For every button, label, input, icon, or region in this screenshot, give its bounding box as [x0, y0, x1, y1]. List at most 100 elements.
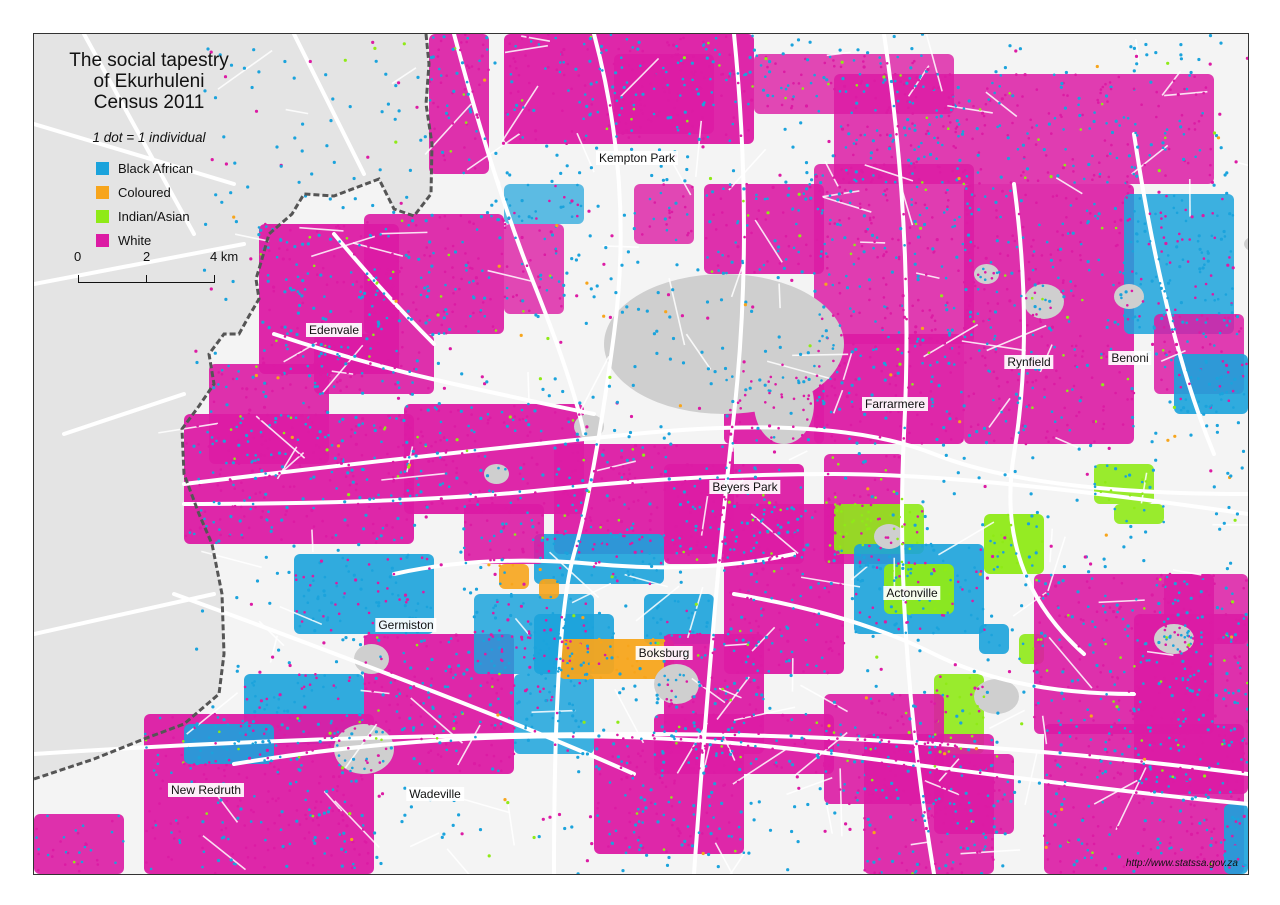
population-dot: [1208, 631, 1211, 635]
population-dot: [428, 254, 432, 258]
population-dot: [487, 68, 490, 72]
population-dot: [920, 442, 924, 445]
population-dot: [975, 722, 979, 726]
population-dot: [981, 132, 984, 136]
population-dot: [356, 674, 360, 677]
population-dot: [949, 371, 952, 374]
population-dot: [1081, 113, 1084, 117]
population-dot: [1226, 825, 1229, 828]
population-dot: [1160, 791, 1164, 794]
population-dot: [1014, 552, 1018, 555]
population-dot: [528, 632, 531, 635]
population-dot: [489, 416, 492, 420]
population-dot: [513, 60, 517, 63]
population-dot: [533, 729, 537, 733]
population-dot: [1064, 148, 1067, 151]
population-dot: [254, 454, 257, 457]
population-dot: [452, 719, 456, 723]
population-dot: [717, 250, 720, 254]
population-dot: [288, 789, 291, 792]
population-dot: [918, 76, 922, 79]
population-dot: [219, 468, 223, 471]
dot-density-map[interactable]: [34, 34, 1248, 874]
population-dot: [318, 740, 322, 744]
population-dot: [883, 73, 886, 76]
population-dot: [973, 284, 977, 288]
population-dot: [861, 543, 865, 547]
population-dot: [1056, 230, 1059, 233]
population-dot: [842, 789, 845, 792]
population-dot: [619, 766, 623, 769]
population-dot: [323, 736, 327, 739]
population-dot: [1148, 212, 1152, 215]
population-dot: [889, 726, 892, 729]
population-dot: [316, 273, 319, 276]
population-dot: [1071, 388, 1074, 391]
population-dot: [1163, 628, 1167, 632]
population-dot: [305, 514, 309, 518]
population-dot: [1015, 73, 1018, 76]
population-dot: [325, 283, 329, 286]
population-dot: [939, 746, 943, 750]
population-dot: [1198, 688, 1201, 692]
population-dot: [917, 145, 921, 149]
population-dot: [1137, 688, 1140, 691]
population-dot: [490, 743, 493, 747]
population-dot: [959, 846, 963, 849]
population-dot: [336, 461, 339, 465]
population-dot: [750, 504, 753, 508]
population-dot: [439, 456, 442, 459]
population-dot: [265, 703, 269, 707]
population-dot: [1120, 296, 1123, 300]
population-dot: [866, 227, 869, 231]
population-dot: [746, 655, 750, 658]
population-dot: [839, 125, 843, 128]
population-dot: [423, 254, 426, 257]
population-dot: [313, 806, 317, 810]
population-dot: [884, 283, 888, 286]
population-dot: [813, 272, 816, 275]
population-dot: [662, 183, 665, 186]
population-dot: [1191, 767, 1194, 771]
population-dot: [984, 805, 987, 808]
population-dot: [188, 764, 191, 767]
population-dot: [386, 268, 390, 271]
population-dot: [1132, 172, 1135, 176]
population-dot: [376, 325, 380, 328]
population-dot: [1162, 820, 1165, 823]
population-dot: [1115, 156, 1119, 160]
population-dot: [172, 736, 175, 739]
population-dot: [336, 353, 339, 356]
population-dot: [916, 337, 920, 341]
population-dot: [1072, 870, 1076, 873]
population-dot: [984, 845, 987, 848]
population-dot: [590, 103, 594, 106]
population-dot: [1238, 822, 1242, 825]
population-dot: [631, 573, 635, 576]
population-dot: [557, 504, 560, 507]
population-dot: [759, 64, 763, 67]
population-dot: [1059, 711, 1063, 715]
water-body: [1114, 284, 1144, 309]
population-dot: [228, 534, 231, 538]
population-dot: [817, 109, 821, 113]
population-dot: [1225, 324, 1229, 327]
population-dot: [787, 572, 790, 576]
street: [501, 85, 539, 142]
population-dot: [704, 654, 707, 657]
population-dot: [225, 763, 228, 767]
population-dot: [615, 555, 618, 558]
population-dot: [543, 253, 547, 256]
population-dot: [872, 174, 875, 177]
population-dot: [1146, 720, 1150, 723]
population-dot: [80, 860, 84, 864]
map-frame[interactable]: The social tapestry of Ekurhuleni Census…: [33, 33, 1249, 875]
population-dot: [972, 320, 976, 323]
population-dot: [1203, 857, 1206, 861]
population-dot: [941, 143, 944, 147]
population-dot: [1013, 304, 1016, 307]
population-dot: [698, 505, 702, 509]
population-dot: [1035, 549, 1038, 552]
population-dot: [908, 127, 911, 130]
population-dot: [913, 166, 917, 169]
